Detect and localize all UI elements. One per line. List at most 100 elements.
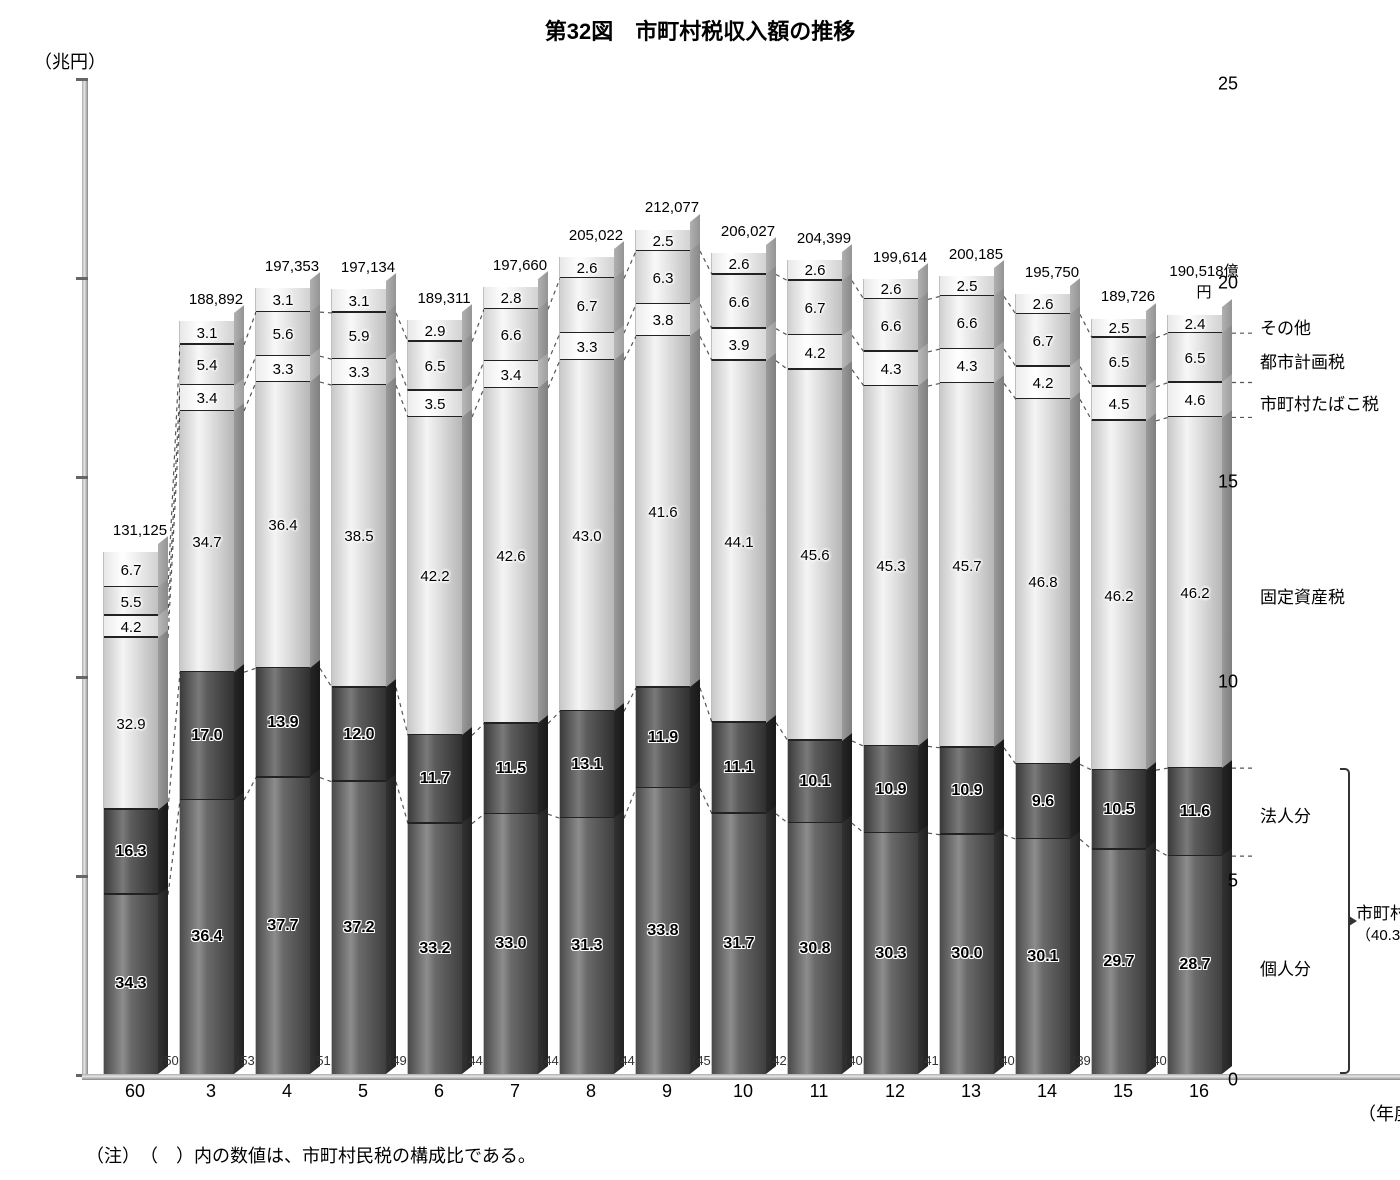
- x-tick-label: 7: [484, 1081, 546, 1102]
- seg-kotei: [1016, 399, 1070, 764]
- seg-tabako: [1092, 387, 1146, 421]
- seg-kotei: [1168, 417, 1222, 768]
- seg-kojin: [408, 824, 462, 1074]
- bar-10: 31.711.144.13.96.62.6(42.8)206,02710: [712, 253, 784, 1074]
- bar-total-label: 200,185: [938, 246, 1014, 266]
- bar-total-label: 197,353: [254, 258, 330, 278]
- seg-kojin: [1092, 850, 1146, 1074]
- seg-kotei: [1092, 421, 1146, 770]
- seg-kotei: [788, 370, 842, 741]
- seg-other: [408, 320, 462, 342]
- seg-toshi: [1168, 333, 1222, 382]
- seg-kotei: [180, 411, 234, 672]
- seg-tabako: [1168, 383, 1222, 418]
- y-tick-label: 15: [1218, 472, 1238, 493]
- cat-label-kotei: 固定資産税: [1260, 583, 1345, 608]
- x-tick-label: 12: [864, 1081, 926, 1102]
- seg-kotei: [256, 382, 310, 668]
- seg-tabako: [256, 356, 310, 382]
- bar-4: 37.713.936.43.35.63.1(51.6)197,3534: [256, 288, 328, 1074]
- y-axis-unit: （兆円）: [34, 48, 106, 74]
- x-tick-label: 10: [712, 1081, 774, 1102]
- cat-label-toshi: 都市計画税: [1260, 348, 1345, 373]
- bar-total-label: 195,750: [1014, 264, 1090, 284]
- seg-tabako: [712, 329, 766, 361]
- seg-houjin: [180, 672, 234, 800]
- seg-kotei: [940, 383, 994, 747]
- seg-other: [1092, 319, 1146, 338]
- seg-houjin: [636, 688, 690, 789]
- chart-title: 第32図 市町村税収入額の推移: [0, 0, 1400, 46]
- seg-toshi: [180, 345, 234, 386]
- seg-kotei: [636, 336, 690, 687]
- seg-tabako: [636, 304, 690, 336]
- seg-houjin: [1092, 770, 1146, 849]
- bar-7: 33.011.542.63.46.62.8(44.6)197,6607: [484, 287, 556, 1074]
- seg-kojin: [1016, 839, 1070, 1074]
- brace-shichousonmin: [1340, 768, 1350, 1074]
- seg-kojin: [560, 818, 614, 1074]
- seg-tabako: [864, 352, 918, 386]
- bar-total-label: 197,134: [330, 259, 406, 279]
- seg-toshi: [636, 251, 690, 304]
- seg-kojin: [256, 778, 310, 1074]
- y-tick-label: 5: [1228, 870, 1238, 891]
- seg-toshi: [560, 278, 614, 333]
- seg-other: [712, 253, 766, 274]
- seg-houjin: [484, 724, 538, 815]
- seg-houjin: [560, 711, 614, 818]
- seg-kotei: [560, 360, 614, 711]
- seg-kotei: [408, 417, 462, 735]
- seg-tabako: [408, 391, 462, 417]
- seg-houjin: [940, 748, 994, 835]
- footnote: （注） （ ）内の数値は、市町村民税の構成比である。: [86, 1142, 536, 1168]
- seg-houjin: [712, 723, 766, 814]
- seg-other: [256, 288, 310, 312]
- seg-tabako: [180, 385, 234, 411]
- x-axis: [82, 1074, 1400, 1080]
- y-tick-label: 10: [1218, 671, 1238, 692]
- seg-kojin: [788, 823, 842, 1074]
- x-tick-label: 60: [104, 1081, 166, 1102]
- bar-total-label: 212,077: [634, 199, 710, 219]
- cat-label-shichousonmin: 市町村民税（40.3%）: [1356, 899, 1400, 945]
- seg-toshi: [864, 299, 918, 351]
- seg-houjin: [408, 735, 462, 823]
- seg-houjin: [256, 668, 310, 777]
- x-tick-label: 4: [256, 1081, 318, 1102]
- bar-11: 30.810.145.64.26.72.6(40.9)204,39911: [788, 260, 860, 1074]
- x-tick-label: 9: [636, 1081, 698, 1102]
- seg-kojin: [180, 800, 234, 1074]
- bar-12: 30.310.945.34.36.62.6(41.2)199,61412: [864, 279, 936, 1074]
- seg-other: [864, 279, 918, 300]
- seg-other: [1168, 315, 1222, 333]
- y-axis: [76, 78, 86, 1080]
- y-tick-label: 20: [1218, 273, 1238, 294]
- seg-houjin: [1168, 768, 1222, 856]
- seg-other: [332, 289, 386, 313]
- seg-kojin: [636, 788, 690, 1074]
- seg-kotei: [864, 386, 918, 746]
- seg-toshi: [1016, 314, 1070, 366]
- bar-total-label: 189,311: [406, 290, 482, 310]
- category-labels: その他都市計画税市町村たばこ税固定資産税法人分個人分市町村民税（40.3%）: [1256, 78, 1396, 1120]
- seg-tabako: [1016, 367, 1070, 400]
- bar-3: 36.417.034.73.45.43.1(53.4)188,8923: [180, 321, 252, 1074]
- bars-container: 34.316.332.94.25.56.7(50.7)131,1256036.4…: [86, 78, 1256, 1074]
- x-tick-label: 11: [788, 1081, 850, 1102]
- seg-kotei: [484, 388, 538, 723]
- x-tick-label: 5: [332, 1081, 394, 1102]
- bar-total-label: 205,022: [558, 227, 634, 247]
- bar-5: 37.212.038.53.35.93.1(49.2)197,1345: [332, 289, 404, 1074]
- seg-houjin: [1016, 764, 1070, 839]
- x-tick-label: 14: [1016, 1081, 1078, 1102]
- seg-tabako: [104, 616, 158, 638]
- seg-kotei: [332, 385, 386, 687]
- bar-total-label: 189,726: [1090, 288, 1166, 308]
- seg-tabako: [560, 333, 614, 360]
- seg-toshi: [332, 313, 386, 359]
- bar-13: 30.010.945.74.36.62.5(40.9)200,18513: [940, 276, 1012, 1074]
- seg-toshi: [256, 312, 310, 356]
- seg-houjin: [788, 741, 842, 823]
- seg-toshi: [940, 296, 994, 349]
